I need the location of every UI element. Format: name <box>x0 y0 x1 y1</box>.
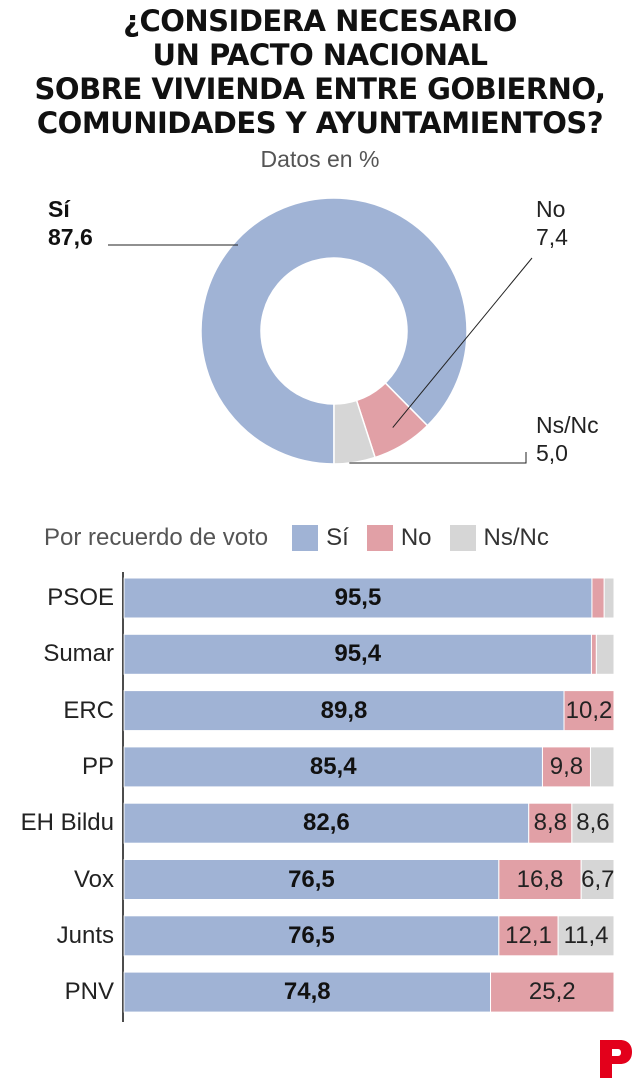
legend-label-nsnc: Ns/Nc <box>483 524 549 551</box>
donut-label-nsnc: Ns/Nc <box>536 412 599 438</box>
legend-label-si: Sí <box>326 524 349 551</box>
bar-value-label: 8,8 <box>533 809 567 837</box>
bar-nsnc <box>557 915 615 957</box>
bar-si <box>123 802 530 844</box>
bar-si <box>123 859 500 900</box>
legend-item-nsnc: Ns/Nc <box>449 524 549 552</box>
legend-swatch-no <box>366 525 393 551</box>
bar-value-label: 11,4 <box>563 921 609 949</box>
bar-category-label: ERC <box>63 696 114 724</box>
bar-value-label: 8,6 <box>576 809 610 837</box>
bar-no <box>591 577 605 619</box>
bar-value-label: 76,5 <box>288 921 335 949</box>
bar-value-label: 95,4 <box>334 640 382 668</box>
bar-value-label: 95,5 <box>334 584 382 611</box>
donut-slice-nsnc <box>333 399 377 465</box>
bar-value-label: 89,8 <box>320 696 368 724</box>
bar-nsnc <box>571 802 615 844</box>
donut-label-no: No <box>536 196 566 222</box>
bar-value-label: 6,7 <box>581 865 615 893</box>
title-line-3: SOBRE VIVIENDA ENTRE GOBIERNO, <box>34 72 606 106</box>
legend-item-si: Sí <box>292 524 349 552</box>
bar-category-label: PSOE <box>47 584 114 611</box>
bar-si <box>123 577 593 619</box>
bar-value-label: 76,5 <box>288 865 335 893</box>
bar-si <box>123 690 565 732</box>
bar-value-label: 74,8 <box>283 978 331 1006</box>
legend-swatch-si <box>292 525 319 551</box>
legend-item-no: No <box>366 524 432 552</box>
bar-category-label: Vox <box>73 865 114 893</box>
bar-nsnc <box>603 577 615 619</box>
title-line-4: COMUNIDADES Y AYUNTAMIENTOS? <box>36 106 604 140</box>
donut-value-nsnc: 5,0 <box>536 440 568 466</box>
bar-nsnc <box>580 859 615 900</box>
bar-value-label: 16,8 <box>516 865 564 893</box>
legend-title: Por recuerdo de voto <box>44 524 269 551</box>
leader-line-no <box>392 257 533 428</box>
bar-category-label: PNV <box>64 978 114 1006</box>
bar-no <box>590 633 597 675</box>
bar-si <box>123 971 492 1013</box>
title-line-2: UN PACTO NACIONAL <box>152 38 488 72</box>
bar-category-label: Junts <box>56 921 114 949</box>
bar-value-label: 12,1 <box>505 921 552 949</box>
donut-label-si: Sí <box>48 196 70 222</box>
donut-value-no: 7,4 <box>536 224 568 250</box>
bar-no <box>490 971 615 1013</box>
chart-subtitle: Datos en % <box>260 146 380 172</box>
brand-logo-icon <box>600 1040 632 1078</box>
bar-nsnc <box>595 633 615 675</box>
bar-value-label: 25,2 <box>528 978 576 1006</box>
donut-value-si: 87,6 <box>48 224 93 250</box>
bar-si <box>123 915 500 957</box>
bar-si <box>123 633 592 675</box>
legend: Por recuerdo de voto Sí No Ns/Nc <box>44 520 549 556</box>
bar-category-label: EH Bildu <box>20 809 114 837</box>
bar-category-label: Sumar <box>43 640 114 668</box>
title-line-1: ¿CONSIDERA NECESARIO <box>123 4 517 38</box>
legend-swatch-nsnc <box>449 525 476 551</box>
bar-no <box>541 746 591 788</box>
bar-value-label: 9,8 <box>549 752 584 780</box>
bar-no <box>498 859 582 900</box>
bar-no <box>563 690 615 732</box>
leader-line-nsnc <box>349 452 527 464</box>
bar-value-label: 85,4 <box>309 752 357 780</box>
bar-value-label: 82,6 <box>303 809 350 837</box>
bar-category-label: PP <box>81 752 114 780</box>
legend-label-no: No <box>400 524 432 551</box>
chart-title: ¿CONSIDERA NECESARIO UN PACTO NACIONAL S… <box>0 4 640 140</box>
bar-no <box>528 802 573 844</box>
bar-value-label: 10,2 <box>565 696 613 724</box>
bar-nsnc <box>589 746 615 788</box>
